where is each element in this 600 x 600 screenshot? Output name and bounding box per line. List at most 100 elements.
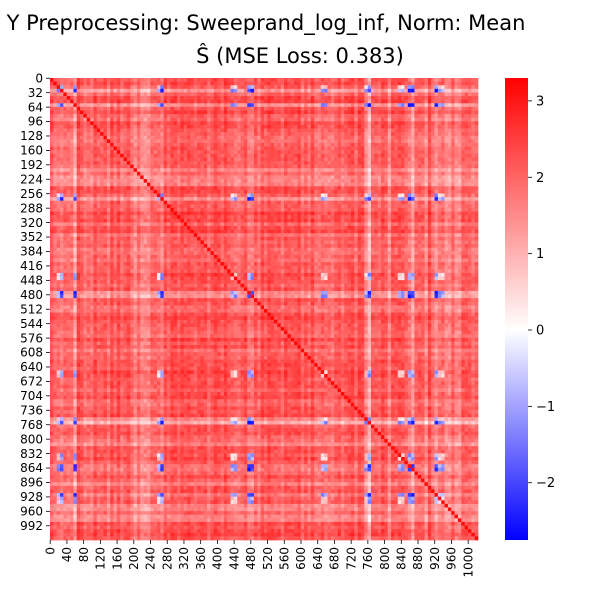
heatmap-cell — [334, 124, 338, 129]
heatmap-cell — [247, 124, 251, 129]
heatmap-cell — [130, 85, 134, 90]
heatmap-cell — [397, 182, 402, 187]
heatmap-cell — [153, 128, 158, 133]
heatmap-cell — [240, 211, 245, 216]
heatmap-cell — [257, 88, 261, 93]
heatmap-cell — [146, 175, 151, 180]
heatmap-cell — [86, 139, 91, 144]
heatmap-cell — [250, 85, 255, 90]
heatmap-cell — [126, 139, 131, 144]
heatmap-cell — [93, 132, 98, 137]
heatmap-cell — [203, 106, 208, 111]
heatmap-cell — [454, 78, 459, 82]
heatmap-cell — [364, 92, 368, 97]
heatmap-cell — [377, 215, 382, 220]
heatmap-cell — [304, 85, 308, 90]
heatmap-cell — [167, 132, 171, 137]
heatmap-cell — [310, 197, 315, 202]
heatmap-cell — [63, 106, 68, 111]
heatmap-cell — [120, 197, 124, 202]
heatmap-cell — [123, 139, 128, 144]
heatmap-cell — [350, 142, 355, 147]
heatmap-cell — [120, 96, 124, 101]
heatmap-cell — [53, 211, 58, 216]
heatmap-cell — [193, 150, 198, 155]
heatmap-cell — [53, 175, 58, 180]
heatmap-cell — [461, 189, 465, 194]
heatmap-cell — [264, 142, 268, 147]
heatmap-cell — [350, 135, 355, 140]
heatmap-cell — [437, 124, 442, 129]
heatmap-cell — [96, 81, 101, 86]
heatmap-cell — [347, 146, 352, 151]
heatmap-cell — [344, 132, 348, 137]
heatmap-cell — [80, 110, 84, 115]
heatmap-cell — [451, 81, 455, 86]
heatmap-cell — [347, 103, 352, 108]
heatmap-cell — [80, 114, 84, 119]
heatmap-cell — [310, 204, 315, 209]
heatmap-cell — [371, 132, 375, 137]
heatmap-cell — [190, 161, 195, 165]
heatmap-cell — [56, 175, 61, 180]
heatmap-cell — [354, 179, 358, 184]
heatmap-cell — [70, 175, 74, 180]
heatmap-cell — [267, 142, 272, 147]
heatmap-cell — [106, 88, 111, 93]
heatmap-cell — [264, 211, 268, 216]
heatmap-cell — [143, 99, 148, 104]
heatmap-cell — [300, 92, 305, 97]
heatmap-cell — [317, 168, 322, 173]
heatmap-cell — [180, 168, 185, 173]
heatmap-cell — [193, 99, 198, 104]
heatmap-cell — [203, 142, 208, 147]
heatmap-cell — [157, 103, 161, 108]
heatmap-cell — [340, 103, 345, 108]
heatmap-cell — [444, 171, 449, 176]
heatmap-cell — [126, 215, 131, 220]
heatmap-cell — [391, 179, 395, 184]
heatmap-cell — [417, 179, 422, 184]
heatmap-cell — [227, 114, 231, 119]
heatmap-cell — [337, 139, 342, 144]
heatmap-cell — [213, 200, 218, 205]
heatmap-cell — [76, 146, 81, 151]
heatmap-cell — [467, 182, 472, 187]
heatmap-cell — [56, 179, 61, 184]
heatmap-cell — [437, 110, 442, 115]
heatmap-cell — [347, 168, 352, 173]
heatmap-cell — [294, 78, 298, 82]
heatmap-cell — [126, 132, 131, 137]
heatmap-cell — [53, 78, 58, 82]
heatmap-cell — [397, 207, 402, 212]
heatmap-cell — [387, 128, 392, 133]
heatmap-cell — [394, 103, 399, 108]
heatmap-cell — [217, 215, 221, 220]
heatmap-cell — [237, 175, 241, 180]
heatmap-cell — [357, 207, 362, 212]
heatmap-cell — [133, 142, 138, 147]
heatmap-cell — [314, 168, 318, 173]
heatmap-cell — [106, 215, 111, 220]
heatmap-cell — [90, 106, 94, 111]
heatmap-cell — [354, 171, 358, 176]
heatmap-cell — [364, 207, 368, 212]
heatmap-cell — [260, 106, 265, 111]
heatmap-cell — [467, 211, 472, 216]
heatmap-cell — [360, 121, 365, 126]
heatmap-cell — [404, 204, 409, 209]
heatmap-cell — [334, 153, 338, 158]
heatmap-cell — [347, 207, 352, 212]
heatmap-cell — [233, 135, 238, 140]
heatmap-cell — [427, 200, 432, 205]
heatmap-cell — [294, 168, 298, 173]
heatmap-cell — [73, 193, 78, 198]
heatmap-cell — [337, 215, 342, 220]
heatmap-cell — [250, 117, 255, 122]
heatmap-cell — [123, 189, 128, 194]
heatmap-cell — [86, 124, 91, 129]
heatmap-cell — [260, 139, 265, 144]
heatmap-cell — [274, 161, 278, 165]
heatmap-cell — [116, 189, 121, 194]
heatmap-cell — [110, 99, 114, 104]
